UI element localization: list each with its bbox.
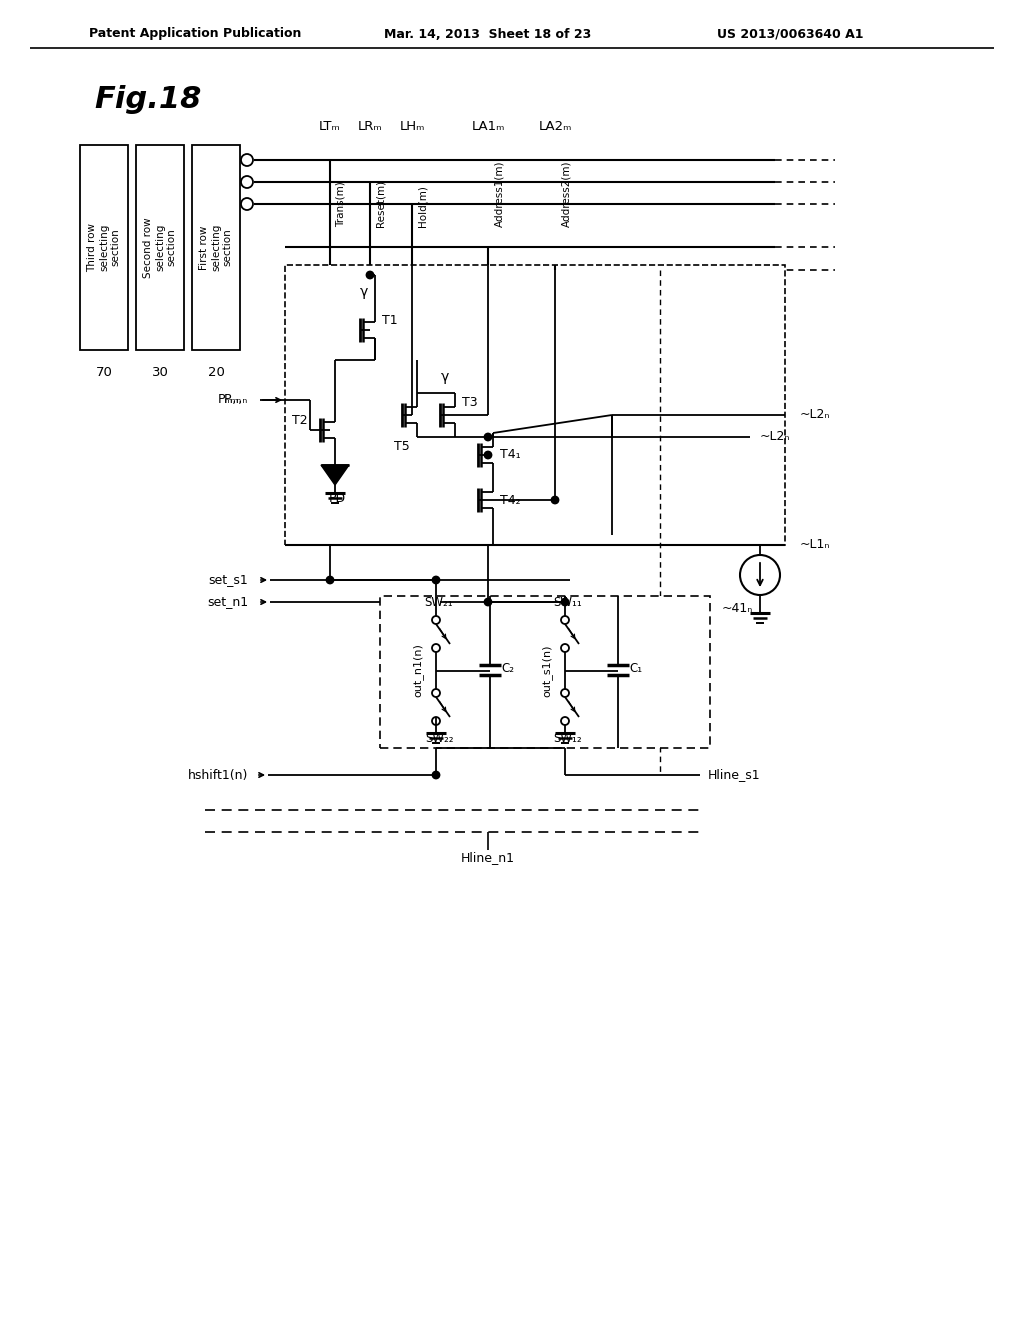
Circle shape — [367, 272, 374, 279]
Circle shape — [241, 198, 253, 210]
Text: ~L2ₙ: ~L2ₙ — [760, 430, 791, 444]
Bar — [193, 145, 240, 350]
Bar — [285, 265, 785, 545]
Text: T2: T2 — [292, 413, 308, 426]
Text: ~L1ₙ: ~L1ₙ — [800, 539, 830, 552]
Circle shape — [327, 577, 334, 583]
Text: T3: T3 — [462, 396, 478, 409]
Text: T4₁: T4₁ — [500, 449, 520, 462]
Circle shape — [740, 554, 780, 595]
Text: set_s1: set_s1 — [208, 573, 248, 586]
Text: Trans(m): Trans(m) — [336, 181, 346, 227]
Text: LRₘ: LRₘ — [357, 120, 382, 133]
Circle shape — [241, 176, 253, 187]
Text: T5: T5 — [394, 441, 410, 454]
Circle shape — [561, 644, 569, 652]
Text: hshift1(n): hshift1(n) — [187, 768, 248, 781]
Text: Hold(m): Hold(m) — [418, 185, 428, 227]
Circle shape — [432, 717, 440, 725]
Bar — [136, 145, 184, 350]
Text: SW₂₁: SW₂₁ — [425, 595, 454, 609]
Polygon shape — [321, 465, 349, 484]
Text: SW₁₂: SW₁₂ — [554, 733, 583, 746]
Circle shape — [561, 616, 569, 624]
Text: LTₘ: LTₘ — [319, 120, 341, 133]
Text: Pₘ,ₙ: Pₘ,ₙ — [218, 393, 242, 407]
Circle shape — [561, 717, 569, 725]
Circle shape — [432, 689, 440, 697]
Text: Reset(m): Reset(m) — [376, 180, 386, 227]
Text: LHₘ: LHₘ — [399, 120, 425, 133]
Text: T4₂: T4₂ — [500, 494, 520, 507]
Text: Third row
selecting
section: Third row selecting section — [87, 223, 121, 272]
Text: LA1ₘ: LA1ₘ — [471, 120, 505, 133]
Text: PD: PD — [329, 491, 345, 504]
Text: Address1(m): Address1(m) — [494, 161, 504, 227]
Text: US 2013/0063640 A1: US 2013/0063640 A1 — [717, 28, 863, 41]
Circle shape — [484, 433, 492, 441]
Text: set_n1: set_n1 — [207, 595, 248, 609]
Text: ~L2ₙ: ~L2ₙ — [800, 408, 830, 421]
Text: Hline_n1: Hline_n1 — [461, 851, 515, 865]
Circle shape — [432, 577, 439, 583]
Circle shape — [241, 154, 253, 166]
Circle shape — [432, 616, 440, 624]
Text: T1: T1 — [382, 314, 397, 326]
Text: Fig.18: Fig.18 — [94, 86, 202, 115]
Text: C₁: C₁ — [630, 661, 643, 675]
Text: SW₂₂: SW₂₂ — [425, 733, 454, 746]
Text: 20: 20 — [208, 366, 224, 379]
Circle shape — [432, 771, 439, 779]
Text: Pₘ,ₙ: Pₘ,ₙ — [224, 393, 248, 407]
Circle shape — [561, 689, 569, 697]
Bar — [380, 597, 710, 748]
Text: LA2ₘ: LA2ₘ — [539, 120, 571, 133]
Text: C₂: C₂ — [502, 661, 514, 675]
Text: out_n1(n): out_n1(n) — [413, 644, 424, 697]
Text: γ: γ — [441, 370, 450, 384]
Bar — [80, 145, 128, 350]
Circle shape — [561, 598, 568, 606]
Circle shape — [484, 598, 492, 606]
Text: 30: 30 — [152, 366, 168, 379]
Text: SW₁₁: SW₁₁ — [554, 595, 583, 609]
Circle shape — [432, 644, 440, 652]
Text: Hline_s1: Hline_s1 — [708, 768, 761, 781]
Circle shape — [484, 451, 492, 458]
Text: Mar. 14, 2013  Sheet 18 of 23: Mar. 14, 2013 Sheet 18 of 23 — [384, 28, 592, 41]
Text: ~41ₙ: ~41ₙ — [722, 602, 754, 615]
Text: Patent Application Publication: Patent Application Publication — [89, 28, 301, 41]
Text: Address2(m): Address2(m) — [561, 161, 571, 227]
Circle shape — [552, 496, 558, 503]
Text: First row
selecting
section: First row selecting section — [200, 224, 232, 271]
Text: out_s1(n): out_s1(n) — [542, 644, 553, 697]
Text: γ: γ — [359, 285, 368, 300]
Text: Second row
selecting
section: Second row selecting section — [143, 218, 176, 277]
Text: 70: 70 — [95, 366, 113, 379]
